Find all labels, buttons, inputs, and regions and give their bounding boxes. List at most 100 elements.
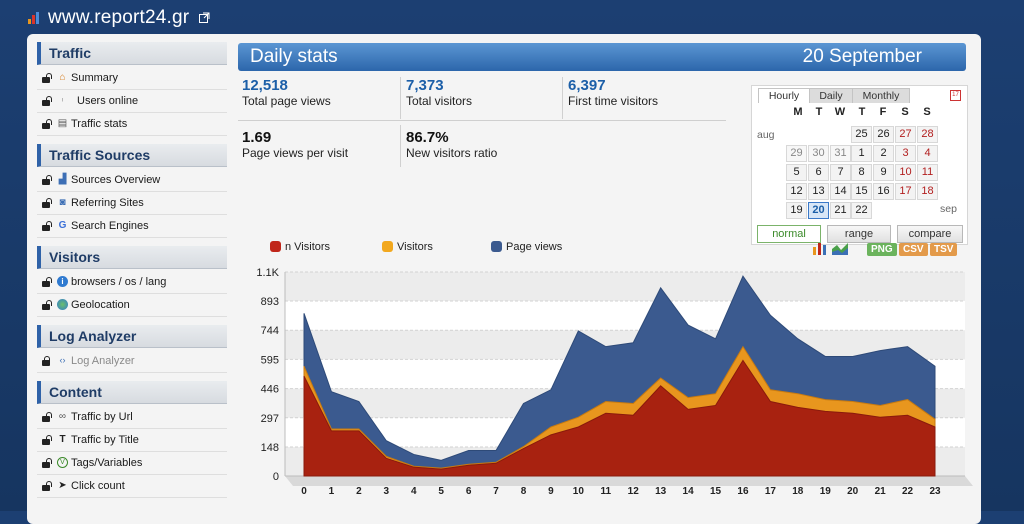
tsv-export-button[interactable]: TSV (930, 243, 958, 256)
user-icon: ᵎ (61, 96, 64, 105)
legend-item-page-views[interactable]: Page views (491, 240, 562, 254)
weekday-label: F (879, 106, 887, 118)
png-export-button[interactable]: PNG (867, 243, 897, 256)
calendar-day[interactable]: 31 (830, 145, 851, 162)
x-tick-label: 4 (411, 486, 417, 497)
calendar-day[interactable]: 17 (895, 183, 916, 200)
x-tick-label: 13 (655, 486, 667, 497)
calendar-day[interactable]: 29 (786, 145, 807, 162)
main-panel: Traffic ⌂ Summary ᵎ Users online ▤ Traff… (27, 34, 981, 524)
chart-legend: n Visitors Visitors Page views (270, 240, 750, 254)
calendar-day[interactable]: 18 (917, 183, 938, 200)
sidebar-item-label: Tags/Variables (71, 457, 143, 469)
range-mode-button[interactable]: range (827, 225, 891, 243)
stat-page-views-per-visit: 1.69 Page views per visit (242, 129, 348, 169)
bar-chart-toggle-icon[interactable] (812, 241, 828, 255)
external-link-icon[interactable] (199, 12, 210, 23)
x-tick-label: 18 (792, 486, 804, 497)
sidebar-item-traffic-by-title[interactable]: T Traffic by Title (37, 429, 227, 452)
stat-label: New visitors ratio (406, 146, 498, 160)
calendar-day[interactable]: 25 (851, 126, 872, 143)
calendar-day[interactable]: 5 (786, 164, 807, 181)
unlock-icon (42, 277, 52, 287)
calendar-day[interactable]: 8 (851, 164, 872, 181)
y-tick-label: 595 (261, 354, 279, 366)
calendar-day[interactable]: 9 (873, 164, 894, 181)
calendar-day-selected[interactable]: 20 (808, 202, 829, 219)
calendar-day[interactable]: 2 (873, 145, 894, 162)
sidebar-item-label: Log Analyzer (71, 355, 135, 367)
calendar-day[interactable]: 11 (917, 164, 938, 181)
x-tick-label: 11 (600, 486, 611, 497)
sidebar-section-visitors: Visitors i browsers / os / lang Geolocat… (37, 246, 227, 317)
unlock-icon (42, 481, 52, 491)
weekday-label: T (858, 106, 866, 118)
calendar-day[interactable]: 12 (786, 183, 807, 200)
area-chart-toggle-icon[interactable] (832, 241, 848, 255)
calendar-day[interactable]: 4 (917, 145, 938, 162)
info-icon: i (57, 276, 68, 287)
calendar-day[interactable]: 21 (830, 202, 851, 219)
site-title[interactable]: www.report24.gr (48, 7, 190, 28)
stat-value: 1.69 (242, 129, 272, 146)
page-title: Daily stats (250, 46, 338, 67)
sidebar-heading-traffic: Traffic (37, 42, 227, 65)
calendar-day[interactable]: 7 (830, 164, 851, 181)
unlock-icon (42, 96, 52, 106)
area-series-n-visitors (303, 359, 936, 477)
calendar-day[interactable]: 22 (851, 202, 872, 219)
stat-first-time-visitors: 6,397 First time visitors (568, 77, 658, 117)
sidebar-item-users-online[interactable]: ᵎ Users online (37, 90, 227, 113)
sidebar-heading-log-analyzer: Log Analyzer (37, 325, 227, 348)
normal-mode-button[interactable]: normal (757, 225, 821, 243)
tab-monthly[interactable]: Monthly (852, 88, 910, 103)
calendar-day[interactable]: 15 (851, 183, 872, 200)
sidebar-item-geolocation[interactable]: Geolocation (37, 294, 227, 317)
calendar-day[interactable]: 30 (808, 145, 829, 162)
tab-hourly[interactable]: Hourly (758, 88, 810, 103)
sidebar-item-traffic-by-url[interactable]: ∞ Traffic by Url (37, 406, 227, 429)
calendar-day[interactable]: 13 (808, 183, 829, 200)
unlock-icon (42, 198, 52, 208)
sidebar-item-tags-variables[interactable]: V Tags/Variables (37, 452, 227, 475)
y-tick-label: 148 (261, 442, 279, 454)
calendar-day[interactable]: 6 (808, 164, 829, 181)
x-tick-label: 19 (820, 486, 832, 497)
x-tick-label: 14 (683, 486, 695, 497)
sidebar-item-label: Geolocation (71, 299, 130, 311)
sidebar-item-browsers-os-lang[interactable]: i browsers / os / lang (37, 271, 227, 294)
legend-item-new-visitors[interactable]: n Visitors (270, 240, 330, 254)
calendar-day[interactable]: 28 (917, 126, 938, 143)
sidebar-item-label: Referring Sites (71, 197, 144, 209)
sidebar-item-search-engines[interactable]: G Search Engines (37, 215, 227, 238)
legend-item-visitors[interactable]: Visitors (382, 240, 433, 254)
calendar-icon[interactable]: 17 (950, 90, 961, 101)
sidebar-item-label: Summary (71, 72, 119, 84)
calendar-day[interactable]: 19 (786, 202, 807, 219)
divider (400, 125, 401, 167)
calendar-day[interactable]: 14 (830, 183, 851, 200)
calendar-day[interactable]: 1 (851, 145, 872, 162)
calendar-day[interactable]: 16 (873, 183, 894, 200)
grid-band (285, 272, 965, 302)
calendar-day[interactable]: 3 (895, 145, 916, 162)
divider (400, 77, 401, 119)
stat-label: Total page views (242, 94, 331, 108)
legend-label: Visitors (397, 241, 433, 253)
sidebar-item-label: browsers / os / lang (71, 276, 167, 288)
sidebar-item-sources-overview[interactable]: ▟ Sources Overview (37, 169, 227, 192)
sidebar-item-traffic-stats[interactable]: ▤ Traffic stats (37, 113, 227, 136)
sidebar-item-label: Traffic stats (71, 118, 128, 130)
sidebar-item-referring-sites[interactable]: ◙ Referring Sites (37, 192, 227, 215)
calendar-day[interactable]: 27 (895, 126, 916, 143)
sidebar-item-click-count[interactable]: ➤ Click count (37, 475, 227, 498)
sidebar-item-log-analyzer[interactable]: ‹› Log Analyzer (37, 350, 227, 373)
tab-daily[interactable]: Daily (809, 88, 853, 103)
calendar-day[interactable]: 10 (895, 164, 916, 181)
sidebar-item-summary[interactable]: ⌂ Summary (37, 67, 227, 90)
csv-export-button[interactable]: CSV (899, 243, 928, 256)
calendar-day[interactable]: 26 (873, 126, 894, 143)
compare-mode-button[interactable]: compare (897, 225, 963, 243)
sidebar-section-traffic-sources: Traffic Sources ▟ Sources Overview ◙ Ref… (37, 144, 227, 238)
